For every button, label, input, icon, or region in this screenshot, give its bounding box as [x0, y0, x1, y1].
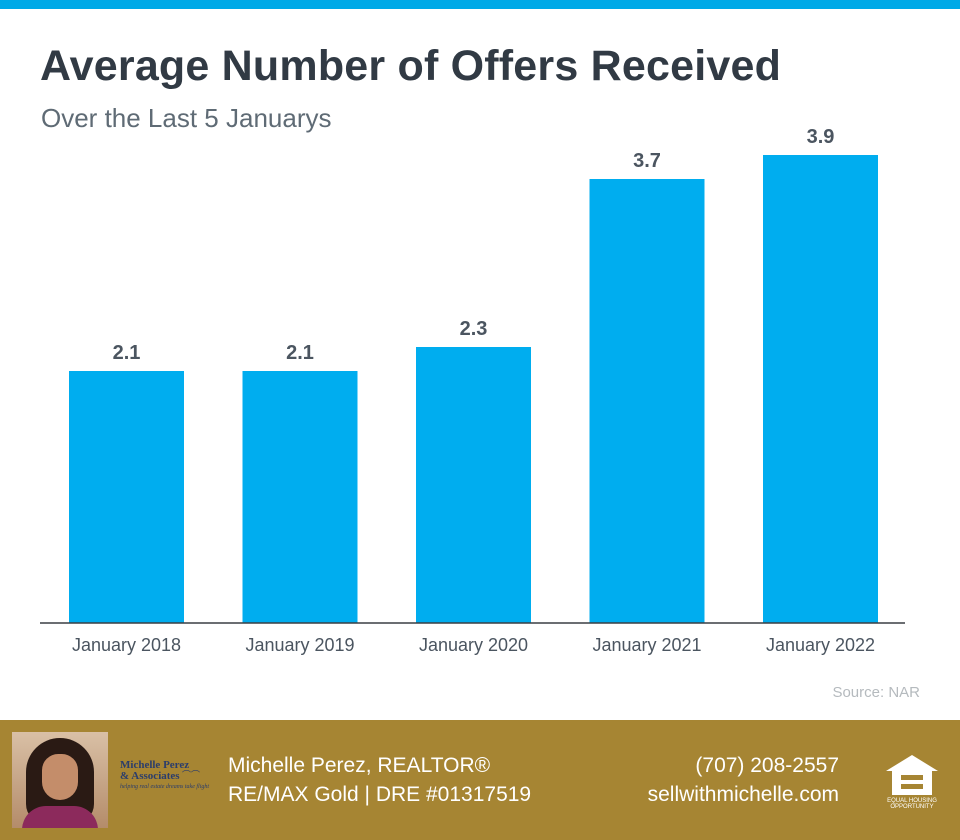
agent-footer: Michelle Perez & Associates ⌒⌒ helping r… [0, 720, 960, 840]
bar-january-2018 [69, 371, 184, 623]
source-note: Source: NAR [832, 684, 920, 701]
equal-housing-icon: EQUAL HOUSING OPPORTUNITY [884, 753, 940, 811]
bar-january-2022 [763, 155, 878, 623]
category-label: January 2020 [419, 635, 528, 655]
logo-name-line2: & Associates [120, 770, 180, 782]
logo-tagline: helping real estate dreams take flight [120, 784, 210, 790]
category-label: January 2022 [766, 635, 875, 655]
value-label: 3.9 [807, 126, 835, 148]
agent-website-link[interactable]: sellwithmichelle.com [647, 783, 839, 806]
agent-phone[interactable]: (707) 208-2557 [695, 754, 839, 777]
birds-icon: ⌒⌒ [182, 770, 201, 780]
logo-name-line1: Michelle Perez [120, 759, 190, 771]
category-label: January 2018 [72, 635, 181, 655]
bar-january-2019 [242, 371, 358, 623]
bar-chart: 2.1 January 2018 2.1 January 2019 2.3 January… [40, 126, 905, 655]
top-accent-bar [0, 0, 960, 9]
bar-january-2021 [589, 179, 705, 623]
agency-logo: Michelle Perez & Associates ⌒⌒ helping r… [120, 760, 220, 804]
category-label: January 2019 [245, 635, 354, 655]
value-label: 2.3 [460, 318, 488, 340]
value-label: 2.1 [113, 342, 141, 364]
eho-line2: OPPORTUNITY [890, 804, 934, 810]
value-label: 3.7 [633, 150, 661, 172]
agent-company: RE/MAX Gold | DRE #01317519 [228, 783, 532, 806]
eho-line1: EQUAL HOUSING [887, 798, 937, 804]
chart-subtitle: Over the Last 5 Januarys [41, 103, 332, 133]
chart-title: Average Number of Offers Received [40, 42, 782, 90]
category-label: January 2021 [592, 635, 701, 655]
bars-group: 2.1 January 2018 2.1 January 2019 2.3 January… [69, 126, 878, 655]
bar-january-2020 [416, 347, 531, 623]
agent-photo [12, 732, 108, 828]
agent-name: Michelle Perez, REALTOR® [228, 754, 491, 777]
value-label: 2.1 [286, 342, 314, 364]
